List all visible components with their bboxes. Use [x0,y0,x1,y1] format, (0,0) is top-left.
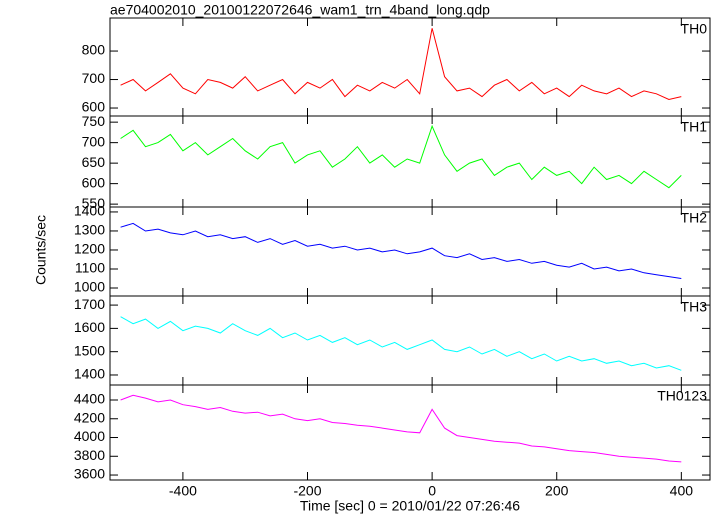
y-tick-label: 1300 [74,222,105,238]
y-tick-label: 700 [82,70,106,86]
panel-label: TH0123 [657,388,707,404]
y-tick-label: 1500 [74,342,105,358]
y-tick-label: 700 [82,133,106,149]
panel-frame [109,206,711,297]
x-tick-label: 0 [428,483,436,499]
panel-frame [109,17,711,117]
x-axis-label: Time [sec] 0 = 2010/01/22 07:26:46 [300,498,520,514]
x-tick-label: 200 [545,483,569,499]
y-tick-label: 750 [82,113,106,129]
panel-frame [109,295,711,386]
y-tick-label: 650 [82,154,106,170]
x-tick-label: -200 [293,483,321,499]
panel-label: TH1 [681,119,708,135]
panel-label: TH2 [681,210,708,226]
light-curve [120,316,682,371]
light-curve [120,28,682,101]
light-curve [120,222,682,279]
y-tick-label: 1700 [74,296,105,312]
x-tick-label: -400 [169,483,197,499]
panel-frame [109,384,711,481]
chart-title: ae704002010_20100122072646_wam1_trn_4ban… [110,2,490,18]
y-tick-label: 1400 [74,366,105,382]
y-tick-label: 1100 [75,260,105,276]
x-tick-label: 400 [670,483,694,499]
y-tick-label: 1200 [74,241,105,257]
y-tick-label: 3600 [74,466,105,482]
y-tick-label: 4000 [74,428,105,444]
y-tick-label: 4400 [74,391,105,407]
y-tick-label: 1600 [74,319,105,335]
light-curve [120,124,682,189]
light-curve [120,394,682,463]
y-tick-label: 800 [82,42,106,58]
y-tick-label: 1400 [74,203,105,219]
y-axis-label: Counts/sec [33,215,49,285]
y-tick-label: 3800 [74,447,105,463]
y-tick-label: 600 [82,99,106,115]
y-tick-label: 4200 [74,409,105,425]
panel-label: TH3 [681,299,708,315]
y-tick-label: 1000 [74,279,105,295]
y-tick-label: 600 [82,174,106,190]
y-tick-label: 550 [82,195,106,211]
panel-frame [109,115,711,208]
panel-label: TH0 [681,21,708,37]
